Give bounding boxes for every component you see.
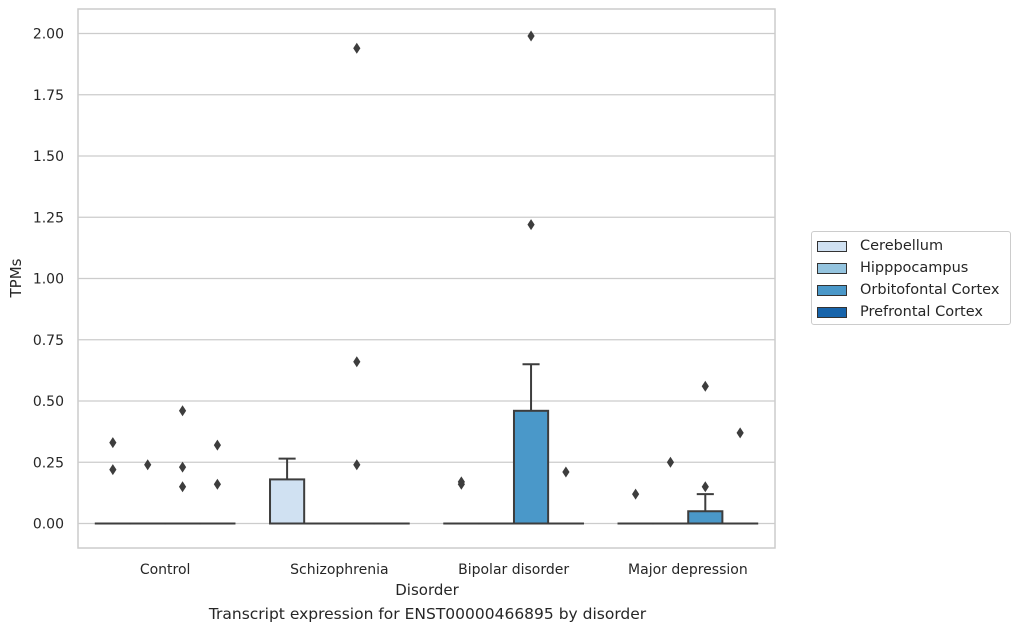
legend-item-cerebellum: Cerebellum (817, 236, 943, 256)
legend-label-cerebellum: Cerebellum (860, 238, 944, 254)
outlier-point (353, 42, 361, 54)
legend: Cerebellum Hipppocampus Orbitofontal Cor… (811, 231, 1011, 325)
legend-label-prefrontal-cortex: Prefrontal Cortex (860, 304, 983, 320)
outlier-point (109, 437, 117, 449)
y-tick-label: 1.75 (33, 88, 64, 104)
outlier-point (178, 461, 187, 473)
y-tick-label: 1.25 (33, 210, 64, 226)
outlier-point (353, 459, 361, 471)
outlier-point (701, 481, 709, 493)
x-tick-label: Major depression (628, 562, 748, 578)
box (512, 409, 550, 525)
x-tick-labels: Control Schizophrenia Bipolar disorder Majo… (140, 562, 748, 578)
x-tick-label: Control (140, 562, 191, 578)
y-tick-label: 1.00 (33, 272, 64, 288)
y-tick-label: 0.25 (33, 455, 64, 471)
outlier-point (213, 439, 221, 451)
outlier-point (457, 476, 465, 488)
y-axis-label: TPMs (7, 258, 25, 298)
outlier-point (527, 30, 535, 42)
legend-swatch-orbitofrontal-cortex (817, 284, 847, 296)
legend-item-orbitofrontal-cortex: Orbitofontal Cortex (817, 280, 999, 300)
y-tick-label: 2.00 (33, 27, 64, 43)
outlier-point (632, 488, 640, 500)
legend-item-hippocampus: Hipppocampus (817, 258, 968, 278)
legend-swatch-hippocampus (817, 262, 847, 274)
outlier-point (213, 478, 221, 490)
outlier-point (109, 464, 117, 476)
box (269, 478, 306, 525)
x-tick-label: Bipolar disorder (458, 562, 569, 578)
outlier-point (666, 456, 675, 468)
outlier-point (562, 466, 570, 478)
x-axis-label: Disorder (395, 581, 459, 599)
y-tick-label: 0.50 (33, 394, 64, 410)
legend-swatch-cerebellum (817, 240, 847, 252)
y-tick-label: 0.00 (33, 517, 64, 533)
legend-swatch-prefrontal-cortex (817, 306, 847, 318)
y-tick-labels: 0.00 0.25 0.50 0.75 1.00 1.25 1.50 1.75 2.00 (33, 27, 64, 533)
grid-lines (78, 32, 775, 525)
plot-frame (77, 8, 776, 549)
box (687, 510, 724, 525)
outlier-point (144, 459, 152, 471)
x-tick-label: Schizophrenia (290, 562, 388, 578)
chart-caption: Transcript expression for ENST0000046689… (208, 605, 647, 623)
outlier-point (353, 356, 361, 368)
box-series (94, 30, 759, 525)
legend-label-hippocampus: Hipppocampus (860, 260, 969, 276)
legend-label-orbitofrontal-cortex: Orbitofontal Cortex (860, 282, 1000, 298)
y-tick-label: 1.50 (33, 149, 64, 165)
outlier-point (178, 481, 187, 493)
outlier-point (527, 219, 535, 231)
legend-item-prefrontal-cortex: Prefrontal Cortex (817, 302, 983, 322)
outlier-point (178, 405, 187, 417)
outlier-point (701, 380, 709, 392)
y-tick-label: 0.75 (33, 333, 64, 349)
outlier-point (736, 427, 744, 439)
